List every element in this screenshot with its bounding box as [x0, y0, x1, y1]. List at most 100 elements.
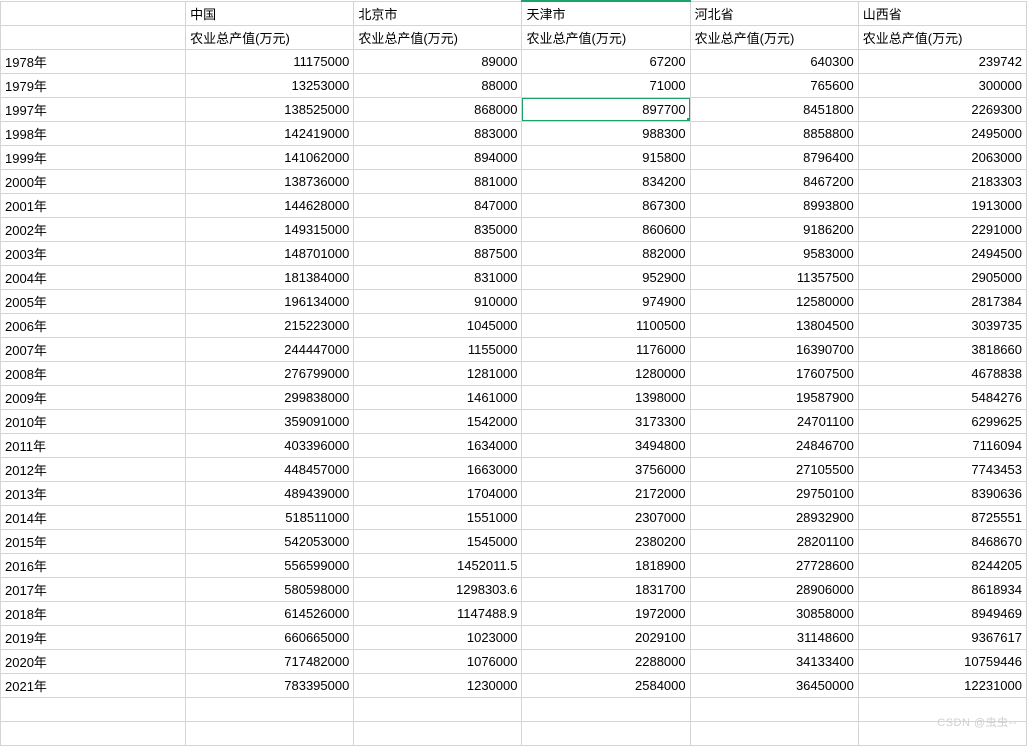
data-cell[interactable]: 8390636 [858, 481, 1026, 505]
row-label[interactable]: 2004年 [1, 265, 186, 289]
row-label[interactable]: 2008年 [1, 361, 186, 385]
data-cell[interactable]: 7116094 [858, 433, 1026, 457]
data-cell[interactable]: 12580000 [690, 289, 858, 313]
data-cell[interactable]: 2380200 [522, 529, 690, 553]
row-label[interactable]: 1979年 [1, 73, 186, 97]
row-label[interactable]: 2002年 [1, 217, 186, 241]
empty-cell[interactable] [186, 697, 354, 721]
data-cell[interactable]: 8949469 [858, 601, 1026, 625]
data-cell[interactable]: 614526000 [186, 601, 354, 625]
data-cell[interactable]: 19587900 [690, 385, 858, 409]
data-cell[interactable]: 1023000 [354, 625, 522, 649]
column-header[interactable]: 天津市 [522, 1, 690, 25]
data-cell[interactable]: 11175000 [186, 49, 354, 73]
data-cell[interactable]: 1298303.6 [354, 577, 522, 601]
column-subheader[interactable]: 农业总产值(万元) [522, 25, 690, 49]
data-cell[interactable]: 640300 [690, 49, 858, 73]
data-cell[interactable]: 8993800 [690, 193, 858, 217]
data-cell[interactable]: 24846700 [690, 433, 858, 457]
data-cell[interactable]: 1280000 [522, 361, 690, 385]
data-cell[interactable]: 138525000 [186, 97, 354, 121]
data-cell[interactable]: 847000 [354, 193, 522, 217]
row-label[interactable]: 2003年 [1, 241, 186, 265]
data-cell[interactable]: 1634000 [354, 433, 522, 457]
data-cell[interactable]: 3494800 [522, 433, 690, 457]
data-cell[interactable]: 30858000 [690, 601, 858, 625]
row-label[interactable]: 2010年 [1, 409, 186, 433]
column-subheader[interactable]: 农业总产值(万元) [690, 25, 858, 49]
row-label[interactable]: 2005年 [1, 289, 186, 313]
empty-cell[interactable] [1, 697, 186, 721]
row-label[interactable]: 1978年 [1, 49, 186, 73]
data-cell[interactable]: 952900 [522, 265, 690, 289]
data-cell[interactable]: 8725551 [858, 505, 1026, 529]
data-cell[interactable]: 181384000 [186, 265, 354, 289]
data-cell[interactable]: 448457000 [186, 457, 354, 481]
data-cell[interactable]: 34133400 [690, 649, 858, 673]
data-cell[interactable]: 276799000 [186, 361, 354, 385]
data-cell[interactable]: 1818900 [522, 553, 690, 577]
row-label[interactable]: 2000年 [1, 169, 186, 193]
empty-cell[interactable] [186, 721, 354, 745]
data-cell[interactable]: 8858800 [690, 121, 858, 145]
data-cell[interactable]: 660665000 [186, 625, 354, 649]
data-cell[interactable]: 887500 [354, 241, 522, 265]
data-cell[interactable]: 489439000 [186, 481, 354, 505]
data-cell[interactable]: 860600 [522, 217, 690, 241]
row-label[interactable]: 2011年 [1, 433, 186, 457]
data-cell[interactable]: 2291000 [858, 217, 1026, 241]
data-cell[interactable]: 9186200 [690, 217, 858, 241]
data-cell[interactable]: 300000 [858, 73, 1026, 97]
data-cell[interactable]: 1155000 [354, 337, 522, 361]
row-label[interactable]: 2017年 [1, 577, 186, 601]
data-cell[interactable]: 1076000 [354, 649, 522, 673]
data-cell[interactable]: 3039735 [858, 313, 1026, 337]
data-cell[interactable]: 16390700 [690, 337, 858, 361]
data-cell[interactable]: 915800 [522, 145, 690, 169]
data-cell[interactable]: 10759446 [858, 649, 1026, 673]
data-cell[interactable]: 783395000 [186, 673, 354, 697]
data-cell[interactable]: 580598000 [186, 577, 354, 601]
data-cell[interactable]: 31148600 [690, 625, 858, 649]
data-cell[interactable]: 974900 [522, 289, 690, 313]
data-cell[interactable]: 1972000 [522, 601, 690, 625]
data-cell[interactable]: 1663000 [354, 457, 522, 481]
data-cell[interactable]: 2905000 [858, 265, 1026, 289]
data-cell[interactable]: 556599000 [186, 553, 354, 577]
data-cell[interactable]: 2029100 [522, 625, 690, 649]
data-cell[interactable]: 882000 [522, 241, 690, 265]
data-cell[interactable]: 1704000 [354, 481, 522, 505]
row-label[interactable]: 1999年 [1, 145, 186, 169]
data-cell[interactable]: 196134000 [186, 289, 354, 313]
data-cell[interactable]: 8244205 [858, 553, 1026, 577]
column-header[interactable]: 山西省 [858, 1, 1026, 25]
row-label[interactable]: 1998年 [1, 121, 186, 145]
data-cell[interactable]: 1147488.9 [354, 601, 522, 625]
column-header[interactable]: 中国 [186, 1, 354, 25]
data-cell[interactable]: 988300 [522, 121, 690, 145]
data-cell[interactable]: 17607500 [690, 361, 858, 385]
data-cell[interactable]: 894000 [354, 145, 522, 169]
data-cell[interactable]: 12231000 [858, 673, 1026, 697]
column-subheader[interactable]: 农业总产值(万元) [354, 25, 522, 49]
data-cell[interactable]: 7743453 [858, 457, 1026, 481]
data-cell[interactable]: 881000 [354, 169, 522, 193]
data-cell[interactable]: 24701100 [690, 409, 858, 433]
data-cell[interactable]: 28201100 [690, 529, 858, 553]
data-cell[interactable]: 910000 [354, 289, 522, 313]
data-cell[interactable]: 1176000 [522, 337, 690, 361]
data-cell[interactable]: 9367617 [858, 625, 1026, 649]
data-cell[interactable]: 29750100 [690, 481, 858, 505]
data-cell[interactable]: 542053000 [186, 529, 354, 553]
empty-cell[interactable] [354, 697, 522, 721]
data-cell[interactable]: 299838000 [186, 385, 354, 409]
data-cell[interactable]: 1913000 [858, 193, 1026, 217]
data-cell[interactable]: 834200 [522, 169, 690, 193]
data-cell[interactable]: 149315000 [186, 217, 354, 241]
header-blank-cell[interactable] [1, 1, 186, 25]
data-cell[interactable]: 1230000 [354, 673, 522, 697]
data-cell[interactable]: 67200 [522, 49, 690, 73]
row-label[interactable]: 2021年 [1, 673, 186, 697]
data-cell[interactable]: 2172000 [522, 481, 690, 505]
data-cell[interactable]: 1542000 [354, 409, 522, 433]
